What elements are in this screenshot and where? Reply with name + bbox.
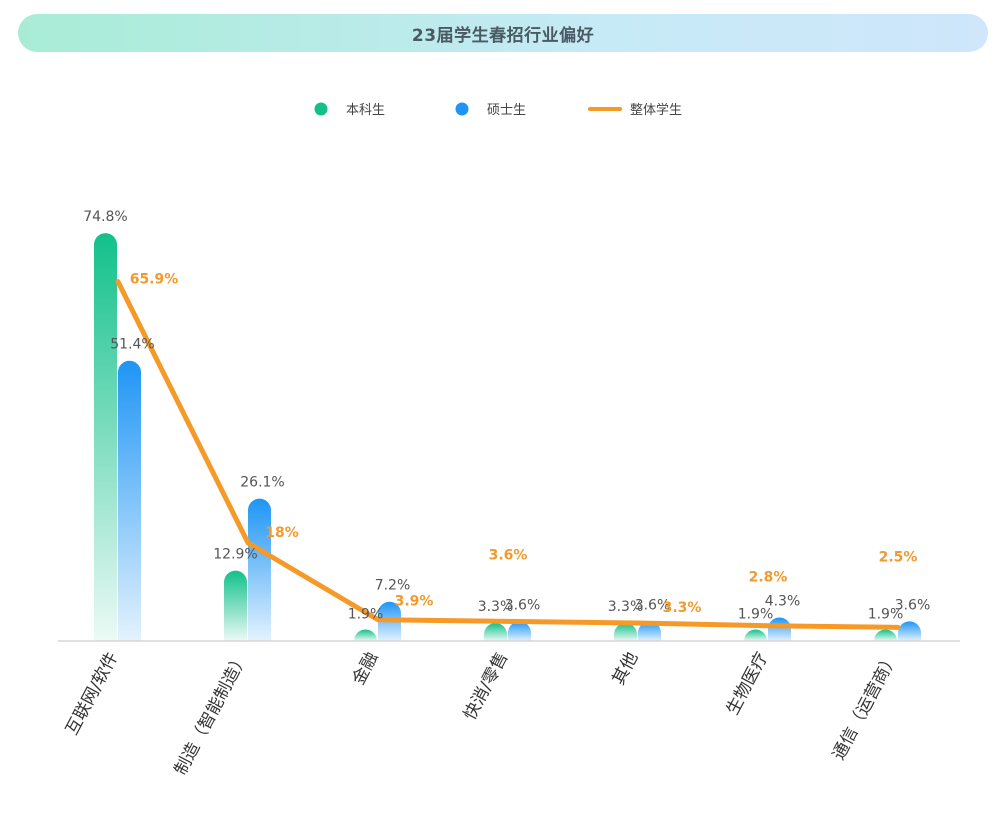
bar-undergrad-3 [484,623,507,641]
value-label-undergrad-1: 12.9% [213,547,257,563]
value-label-overall-2: 3.9% [395,594,434,610]
bar-undergrad-5 [744,629,767,641]
value-label-undergrad-0: 74.8% [83,209,127,225]
category-axis: 互联网/软件 制造（智能制造） 金融 快消/零售 其他 生物医疗 通信（运营商） [62,649,902,778]
value-label-master-2: 7.2% [375,578,411,594]
bar-undergrad-0 [94,233,117,641]
legend-marker-0 [314,102,328,116]
legend-marker-1 [455,102,469,116]
bar-undergrad-4 [614,623,637,641]
value-label-master-1: 26.1% [240,475,284,491]
category-label-6: 通信（运营商） [829,649,903,763]
category-label-0: 互联网/软件 [62,649,122,739]
value-label-master-3: 3.6% [505,597,541,613]
line-layer [115,279,901,630]
value-label-master-0: 51.4% [110,337,154,353]
chart-title: 23届学生春招行业偏好 [411,25,595,46]
value-label-overall-6: 2.5% [879,549,918,565]
label-layer: 74.8%51.4%12.9%26.1%1.9%7.2%3.3%3.6% 3.3%… [83,209,930,623]
value-label-master-5: 4.3% [765,594,801,610]
value-label-master-6: 3.6% [895,597,931,613]
bar-master-0 [118,360,141,641]
value-label-master-4: 3.6% [635,597,671,613]
value-label-undergrad-3: 3.3% [478,599,514,615]
category-label-2: 金融 [349,649,383,688]
bar-master-6 [898,621,921,641]
value-label-undergrad-6: 1.9% [868,607,904,623]
legend-label-1: 硕士生 [487,103,526,118]
value-label-overall-0: 65.9% [130,272,179,288]
chart-title-bar: 23届学生春招行业偏好 [18,14,988,52]
value-label-undergrad-5: 1.9% [738,607,774,623]
chart-legend: 本科生 硕士生 整体学生 [314,102,682,118]
legend-label-0: 本科生 [346,103,385,118]
value-label-overall-1: 18% [265,525,299,541]
bar-undergrad-6 [874,629,897,641]
value-label-undergrad-2: 1.9% [348,607,384,623]
category-label-5: 生物医疗 [723,649,773,718]
value-label-overall-3: 3.6% [489,547,528,563]
value-label-undergrad-4: 3.3% [608,599,644,615]
line-overall [115,279,901,630]
category-label-1: 制造（智能制造） [171,649,253,778]
bar-layer [94,233,921,641]
bar-undergrad-2 [354,629,377,641]
category-label-3: 快消/零售 [460,649,512,723]
bar-master-3 [508,621,531,641]
value-label-overall-4: 3.3% [663,600,702,616]
bar-undergrad-1 [224,570,248,641]
legend-label-2: 整体学生 [630,102,682,118]
category-label-4: 其他 [609,649,643,688]
bar-master-1 [248,498,271,641]
bar-master-4 [638,621,661,641]
value-label-overall-5: 2.8% [749,570,788,586]
